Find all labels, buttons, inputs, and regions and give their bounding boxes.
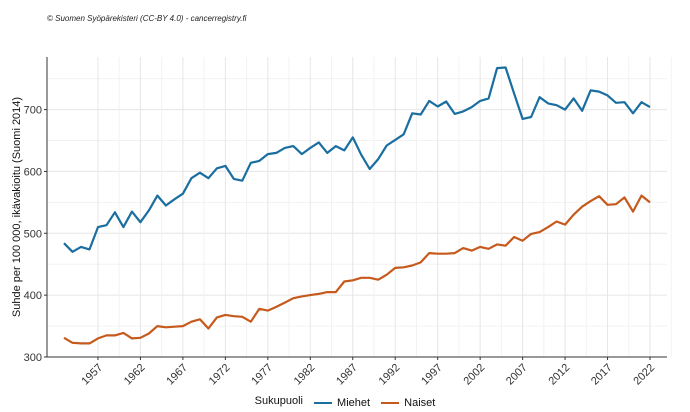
x-tick-label: 2012: [546, 362, 572, 388]
legend-swatch-miehet: [314, 402, 333, 404]
x-tick-label: 2002: [462, 362, 488, 388]
x-tick-label: 2017: [589, 362, 615, 388]
legend-title: Sukupuoli: [254, 395, 303, 407]
y-tick-label: 500: [24, 228, 42, 240]
x-tick-label: 2007: [504, 362, 530, 388]
x-tick-label: 1992: [377, 362, 403, 388]
legend-item-miehet: Miehet: [314, 397, 370, 409]
legend-label-miehet: Miehet: [337, 397, 371, 409]
y-tick-label: 700: [24, 105, 42, 117]
legend: Sukupuoli Miehet Naiset: [0, 395, 690, 409]
legend-swatch-naiset: [381, 402, 400, 404]
x-tick-label: 1972: [207, 362, 233, 388]
series-lines: [63, 66, 651, 345]
series-line-miehet: [63, 66, 651, 253]
series-line-naiset: [63, 194, 651, 345]
y-tick-label: 400: [24, 290, 42, 302]
axes: [44, 57, 667, 360]
y-tick-label: 600: [24, 166, 42, 178]
grid: [47, 57, 672, 358]
legend-item-naiset: Naiset: [381, 397, 435, 409]
x-tick-label: 2022: [631, 362, 657, 388]
legend-label-naiset: Naiset: [404, 397, 436, 409]
x-tick-label: 1962: [122, 362, 148, 388]
y-axis-title: Suhde per 100 000, ikävakioitu (Suomi 20…: [11, 97, 23, 317]
x-tick-label: 1997: [419, 362, 445, 388]
x-tick-label: 1982: [292, 362, 318, 388]
x-tick-label: 1957: [79, 362, 105, 388]
copyright-note: © Suomen Syöpärekisteri (CC-BY 4.0) - ca…: [47, 14, 247, 23]
tick-labels: 300 400 500 600 700 1957 1962 1967 1972 1977 1982 1…: [24, 105, 658, 388]
y-tick-label: 300: [24, 352, 42, 364]
x-tick-label: 1987: [334, 362, 360, 388]
x-tick-label: 1967: [164, 362, 190, 388]
x-tick-label: 1977: [249, 362, 275, 388]
